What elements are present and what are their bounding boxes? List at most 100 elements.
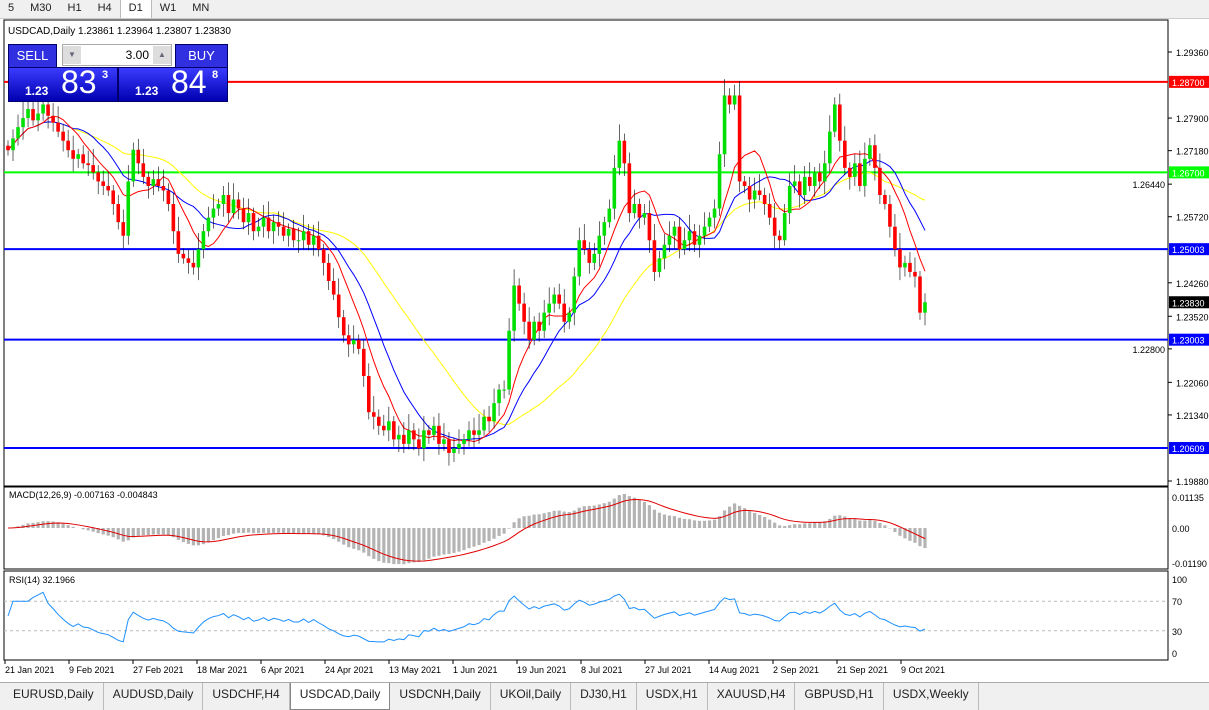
macd-histogram-bar	[372, 528, 375, 559]
candle-body	[512, 286, 516, 331]
candle-body	[913, 272, 917, 277]
candle-body	[352, 340, 356, 345]
macd-histogram-bar	[337, 528, 340, 542]
chart-tab[interactable]: AUDUSD,Daily	[104, 683, 204, 710]
macd-histogram-bar	[307, 528, 310, 534]
candle-body	[893, 227, 897, 250]
candle-body	[743, 181, 747, 186]
macd-histogram-bar	[447, 528, 450, 554]
buy-price[interactable]: 1.23 84 8	[118, 67, 228, 102]
lot-size-stepper[interactable]: ▼ 3.00 ▲	[62, 44, 172, 66]
macd-histogram-bar	[342, 528, 345, 545]
candle-body	[91, 165, 95, 172]
candle-body	[668, 236, 672, 245]
candle-body	[282, 227, 286, 236]
macd-histogram-bar	[92, 528, 95, 532]
x-tick-label: 13 May 2021	[389, 665, 441, 675]
macd-histogram-bar	[533, 515, 536, 528]
macd-histogram-bar	[733, 503, 736, 528]
sell-price[interactable]: 1.23 83 3	[8, 67, 118, 102]
macd-histogram-bar	[462, 528, 465, 550]
macd-histogram-bar	[237, 528, 240, 533]
candle-body	[527, 322, 531, 340]
candle-body	[177, 231, 181, 254]
macd-histogram-bar	[46, 521, 49, 528]
candle-body	[362, 349, 366, 376]
x-tick-label: 21 Jan 2021	[5, 665, 55, 675]
chart-tab[interactable]: USDX,Weekly	[884, 683, 979, 710]
candle-body	[643, 213, 647, 218]
candle-body	[613, 168, 617, 209]
macd-histogram-bar	[427, 528, 430, 559]
candle-body	[167, 190, 171, 204]
candle-body	[878, 168, 882, 195]
macd-histogram-bar	[668, 516, 671, 528]
candle-body	[648, 213, 652, 240]
chart-tab[interactable]: XAUUSD,H4	[708, 683, 796, 710]
macd-histogram-bar	[252, 528, 255, 533]
macd-histogram-bar	[753, 513, 756, 528]
chart-tab[interactable]: USDCHF,H4	[203, 683, 289, 710]
macd-histogram-bar	[402, 528, 405, 564]
candle-body	[427, 430, 431, 435]
macd-histogram-bar	[723, 510, 726, 528]
x-tick-label: 8 Jul 2021	[581, 665, 623, 675]
buy-price-main: 84	[171, 64, 207, 101]
candle-body	[803, 177, 807, 195]
candle-body	[813, 172, 817, 186]
candle-body	[392, 421, 396, 439]
sell-button[interactable]: SELL	[8, 44, 57, 68]
macd-histogram-bar	[813, 522, 816, 528]
chart-tab[interactable]: USDCAD,Daily	[290, 683, 391, 710]
candle-body	[116, 204, 120, 222]
candle-body	[708, 218, 712, 227]
candle-body	[818, 172, 822, 181]
chart-tab[interactable]: DJ30,H1	[571, 683, 637, 710]
candle-body	[147, 177, 151, 186]
chart-tab[interactable]: EURUSD,Daily	[4, 683, 104, 710]
candle-body	[447, 439, 451, 453]
candle-body	[848, 168, 852, 177]
candle-body	[793, 181, 797, 186]
candle-body	[61, 132, 65, 141]
increase-lot-button[interactable]: ▲	[153, 46, 171, 64]
macd-histogram-bar	[272, 528, 275, 533]
macd-histogram-bar	[282, 528, 285, 533]
macd-histogram-bar	[643, 502, 646, 528]
candle-body	[307, 231, 311, 245]
candle-body	[152, 179, 156, 186]
x-tick-label: 24 Apr 2021	[325, 665, 374, 675]
decrease-lot-button[interactable]: ▼	[63, 46, 81, 64]
candle-body	[272, 222, 276, 231]
macd-histogram-bar	[913, 528, 916, 543]
macd-histogram-bar	[127, 528, 130, 540]
macd-histogram-bar	[247, 528, 250, 533]
macd-histogram-bar	[62, 524, 65, 528]
x-tick-label: 19 Jun 2021	[517, 665, 567, 675]
candle-body	[131, 150, 135, 182]
chart-tab[interactable]: USDX,H1	[637, 683, 708, 710]
chart-tab[interactable]: UKOil,Daily	[491, 683, 571, 710]
ma-fast-line	[8, 116, 925, 441]
macd-histogram-bar	[207, 528, 210, 542]
candle-body	[332, 281, 336, 295]
x-tick-label: 2 Sep 2021	[773, 665, 819, 675]
lot-size-input[interactable]: 3.00	[81, 48, 153, 62]
candle-body	[437, 426, 441, 444]
chart-tab[interactable]: GBPUSD,H1	[795, 683, 883, 710]
candle-body	[718, 154, 722, 208]
macd-histogram-bar	[748, 511, 751, 528]
macd-histogram-bar	[482, 528, 485, 543]
macd-histogram-bar	[538, 514, 541, 528]
macd-histogram-bar	[287, 528, 290, 533]
macd-histogram-bar	[763, 517, 766, 528]
macd-histogram-bar	[142, 528, 145, 535]
macd-histogram-bar	[738, 506, 741, 528]
candle-body	[457, 444, 461, 449]
macd-histogram-bar	[628, 496, 631, 528]
candle-body	[557, 295, 561, 304]
candle-body	[663, 245, 667, 259]
chart-tab[interactable]: USDCNH,Daily	[390, 683, 490, 710]
level-price-label: 1.23003	[1172, 336, 1205, 346]
